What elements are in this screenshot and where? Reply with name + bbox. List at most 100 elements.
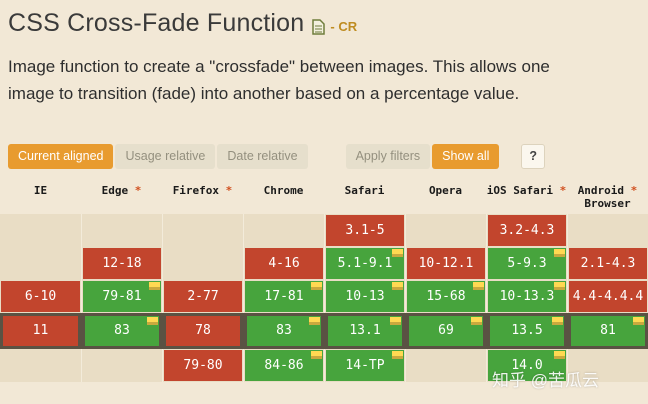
note-marker-icon[interactable] (311, 281, 322, 290)
grid-slot: 10-12.1 (405, 246, 486, 280)
toolbar-button-usage-relative[interactable]: Usage relative (115, 144, 216, 169)
version-range-label: 10-13.3 (499, 288, 555, 304)
version-range-label: 79-81 (102, 288, 142, 304)
grid-slot (405, 213, 486, 247)
feature-description: Image function to create a "crossfade" b… (8, 57, 550, 103)
version-row-5: 79-80 84-86 14-TP 14.0 (0, 348, 648, 382)
note-marker-icon[interactable] (390, 316, 401, 325)
note-marker-icon[interactable] (552, 316, 563, 325)
version-cell-chrome-83[interactable]: 83 (247, 315, 321, 346)
note-marker-icon[interactable] (554, 350, 565, 359)
grid-slot: 5-9.3 (486, 246, 567, 280)
version-cell-edge-12-18[interactable]: 12-18 (83, 247, 161, 279)
version-range-label: 14.0 (511, 357, 543, 373)
spec-status-badge: - CR (330, 19, 358, 34)
version-cell-safari-10-13[interactable]: 10-13 (326, 280, 404, 312)
version-cell-safari-5-1-9-1[interactable]: 5.1-9.1 (326, 247, 404, 279)
version-row-1: 3.1-5 3.2-4.3 (0, 213, 648, 247)
version-range-label: 81 (600, 323, 616, 338)
version-range-label: 5.1-9.1 (337, 255, 393, 271)
toolbar-button-date-relative[interactable]: Date relative (217, 144, 308, 169)
grid-slot: 12-18 (81, 246, 162, 280)
note-marker-icon[interactable] (309, 316, 320, 325)
version-cell-ios-safari-5-9-3[interactable]: 5-9.3 (488, 247, 566, 279)
feature-page: CSS Cross-Fade Function - CR Image funct… (0, 0, 648, 169)
filter-group: Apply filters Show all (345, 144, 500, 169)
note-marker-icon[interactable] (392, 281, 403, 290)
version-range-label: 5-9.3 (507, 255, 547, 271)
notes-asterisk-icon: * (624, 183, 638, 197)
version-cell-chrome-4-16[interactable]: 4-16 (245, 247, 323, 279)
version-cell-ios-safari-3-2-4-3[interactable]: 3.2-4.3 (488, 214, 566, 246)
version-cell-ios-safari-14-0[interactable]: 14.0 (488, 349, 566, 381)
grid-slot (162, 246, 243, 280)
version-range-label: 15-68 (426, 288, 466, 304)
grid-slot: 10-13 (324, 279, 405, 313)
version-cell-opera-10-12-1[interactable]: 10-12.1 (407, 247, 485, 279)
version-cell-android-browser-4-4-4-4-4[interactable]: 4.4-4.4.4 (569, 280, 647, 312)
note-marker-icon[interactable] (392, 350, 403, 359)
note-marker-icon[interactable] (392, 248, 403, 257)
toolbar-button-show-all[interactable]: Show all (432, 144, 500, 169)
browser-header-safari: Safari (344, 183, 385, 197)
version-cell-android-browser-81[interactable]: 81 (571, 315, 645, 346)
version-cell-edge-79-81[interactable]: 79-81 (83, 280, 161, 312)
version-range-label: 2.1-4.3 (580, 255, 636, 271)
version-cell-edge-83[interactable]: 83 (85, 315, 159, 346)
note-marker-icon[interactable] (471, 316, 482, 325)
page-title: CSS Cross-Fade Function (8, 9, 305, 37)
version-range-label: 10-13 (345, 288, 385, 304)
version-range-label: 11 (32, 323, 49, 338)
version-cell-ie-6-10[interactable]: 6-10 (1, 280, 80, 312)
version-cell-ios-safari-10-13-3[interactable]: 10-13.3 (488, 280, 566, 312)
toolbar-button-apply-filters[interactable]: Apply filters (345, 144, 431, 169)
grid-slot: 4-16 (243, 246, 324, 280)
version-cell-safari-3-1-5[interactable]: 3.1-5 (326, 214, 404, 246)
grid-slot: 13.5 (486, 313, 567, 349)
version-cell-opera-69[interactable]: 69 (409, 315, 483, 346)
version-range-label: 84-86 (264, 357, 304, 373)
version-cell-ios-safari-13-5[interactable]: 13.5 (490, 315, 564, 346)
note-marker-icon[interactable] (554, 248, 565, 257)
grid-slot: 4.4-4.4.4 (567, 279, 648, 313)
version-cell-opera-15-68[interactable]: 15-68 (407, 280, 485, 312)
grid-slot: 84-86 (243, 348, 324, 382)
grid-slot: 14-TP (324, 348, 405, 382)
toolbar: Current aligned Usage relative Date relati… (8, 144, 640, 169)
help-button[interactable]: ? (521, 144, 546, 169)
version-cell-safari-13-1[interactable]: 13.1 (328, 315, 402, 346)
browser-header-firefox: Firefox * (172, 183, 233, 197)
version-cell-chrome-84-86[interactable]: 84-86 (245, 349, 323, 381)
version-cell-android-browser-2-1-4-3[interactable]: 2.1-4.3 (569, 247, 647, 279)
grid-slot: 81 (567, 313, 648, 349)
grid-slot: 5.1-9.1 (324, 246, 405, 280)
browser-header-ie: IE (33, 183, 48, 197)
grid-slot: 79-80 (162, 348, 243, 382)
note-marker-icon[interactable] (149, 281, 160, 290)
browser-header-row: IE Edge * Firefox * Chrome Safari Opera iOS Sa… (0, 179, 648, 214)
note-marker-icon[interactable] (311, 350, 322, 359)
version-cell-firefox-2-77[interactable]: 2-77 (164, 280, 242, 312)
version-range-label: 83 (276, 323, 292, 338)
grid-slot: 83 (81, 313, 162, 349)
grid-slot (567, 213, 648, 247)
note-marker-icon[interactable] (633, 316, 644, 325)
version-cell-ie-11[interactable]: 11 (3, 315, 78, 346)
version-cell-safari-14-tp[interactable]: 14-TP (326, 349, 404, 381)
spec-document-icon[interactable] (312, 18, 326, 35)
version-range-label: 4.4-4.4.4 (572, 288, 644, 304)
version-cell-chrome-17-81[interactable]: 17-81 (245, 280, 323, 312)
grid-slot: 10-13.3 (486, 279, 567, 313)
note-marker-icon[interactable] (554, 281, 565, 290)
toolbar-button-current-aligned[interactable]: Current aligned (8, 144, 114, 169)
grid-slot: 17-81 (243, 279, 324, 313)
version-range-label: 3.2-4.3 (499, 222, 555, 238)
version-cell-firefox-79-80[interactable]: 79-80 (164, 349, 242, 381)
grid-slot: 78 (162, 313, 243, 349)
note-marker-icon[interactable] (147, 316, 158, 325)
version-cell-firefox-78[interactable]: 78 (166, 315, 240, 346)
grid-slot: 83 (243, 313, 324, 349)
version-range-label: 78 (195, 323, 211, 338)
grid-slot: 79-81 (81, 279, 162, 313)
note-marker-icon[interactable] (473, 281, 484, 290)
